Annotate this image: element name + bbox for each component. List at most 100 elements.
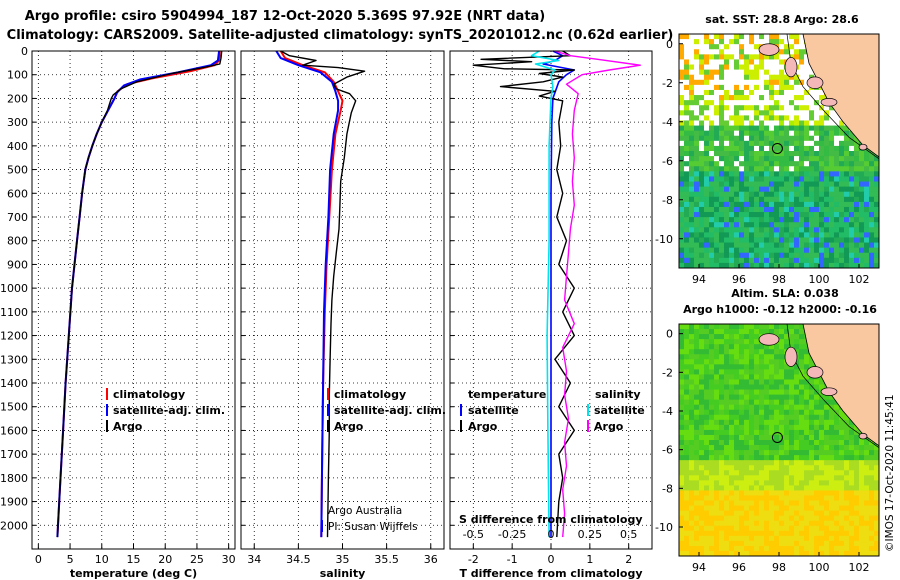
map-cell	[704, 186, 710, 193]
map-cell	[704, 105, 710, 111]
map-cell	[839, 475, 845, 481]
map-cell	[804, 74, 810, 81]
map-cell	[734, 379, 740, 386]
map-cell	[759, 394, 765, 401]
map-cell	[719, 247, 725, 254]
map-cell	[739, 110, 745, 116]
map-cell	[849, 176, 855, 183]
map-cell	[819, 196, 825, 203]
map-cell	[744, 460, 750, 466]
map-cell	[709, 354, 715, 360]
map-cell	[809, 145, 815, 152]
map-cell	[719, 242, 725, 249]
map-cell	[814, 475, 820, 481]
map-cell	[684, 480, 690, 486]
map-cell	[774, 212, 780, 218]
map-cell	[679, 525, 685, 532]
map-cell	[749, 450, 755, 456]
map-cell	[794, 344, 800, 350]
map-cell	[819, 257, 825, 264]
map-cell	[809, 515, 815, 522]
map-cell	[729, 465, 735, 471]
map-cell	[824, 485, 830, 491]
map-cell	[724, 424, 730, 431]
map-cell	[714, 540, 720, 547]
map-cell	[749, 535, 755, 542]
map-cell	[744, 414, 750, 421]
map-cell	[714, 110, 720, 116]
map-cell	[709, 424, 715, 431]
map-cell	[679, 480, 685, 486]
map-cell	[834, 495, 840, 502]
map-cell	[839, 510, 845, 517]
map-cell	[804, 166, 810, 172]
map-cell	[699, 440, 705, 446]
map-cell	[844, 505, 850, 512]
map-cell	[874, 247, 880, 254]
map-cell	[779, 140, 785, 147]
map-cell	[749, 191, 755, 198]
map-cell	[699, 89, 705, 96]
argo-float-marker	[771, 142, 783, 154]
map-cell	[724, 520, 730, 527]
map-cell	[834, 450, 840, 456]
map-cell	[784, 530, 790, 537]
map-cell	[724, 140, 730, 147]
map-cell	[759, 166, 765, 172]
map-cell	[719, 59, 725, 66]
map-cell	[699, 455, 705, 461]
map-cell	[714, 394, 720, 401]
map-cell	[679, 120, 685, 127]
map-cell	[809, 525, 815, 532]
map-cell	[739, 191, 745, 198]
map-cell	[734, 191, 740, 198]
map-cell	[814, 135, 820, 142]
map-cell	[714, 257, 720, 264]
map-cell	[844, 196, 850, 203]
map-cell	[714, 120, 720, 127]
map-cell	[739, 39, 745, 45]
map-cell	[779, 354, 785, 360]
map-cell	[849, 470, 855, 476]
map-cell	[849, 480, 855, 486]
map-cell	[839, 490, 845, 496]
map-cell	[814, 379, 820, 386]
map-cell	[679, 140, 685, 147]
map-cell	[804, 450, 810, 456]
map-cell	[789, 515, 795, 522]
map-cell	[719, 540, 725, 547]
map-cell	[689, 257, 695, 264]
map-cell	[739, 84, 745, 91]
map-cell	[864, 445, 870, 451]
map-cell	[774, 79, 780, 86]
map-cell	[804, 384, 810, 391]
map-cell	[729, 475, 735, 481]
map-cell	[779, 201, 785, 208]
map-cell	[869, 505, 875, 512]
map-cell	[759, 399, 765, 406]
map-cell	[784, 374, 790, 380]
map-cell	[779, 247, 785, 254]
map-cell	[679, 384, 685, 391]
map-cell	[779, 490, 785, 496]
map-cell	[854, 505, 860, 512]
map-cell	[874, 171, 880, 177]
map-cell	[689, 161, 695, 167]
map-cell	[754, 359, 760, 365]
map-cell	[854, 490, 860, 496]
map-cell	[769, 95, 775, 101]
map-cell	[689, 465, 695, 471]
map-cell	[799, 510, 805, 517]
map-cell	[694, 404, 700, 411]
map-cell	[769, 455, 775, 461]
map-cell	[729, 100, 735, 106]
map-cell	[769, 217, 775, 223]
map-cell	[709, 445, 715, 451]
map-cell	[719, 495, 725, 502]
map-cell	[769, 404, 775, 411]
map-cell	[859, 166, 865, 172]
map-cell	[679, 105, 685, 111]
map-cell	[859, 510, 865, 517]
map-cell	[874, 222, 880, 228]
